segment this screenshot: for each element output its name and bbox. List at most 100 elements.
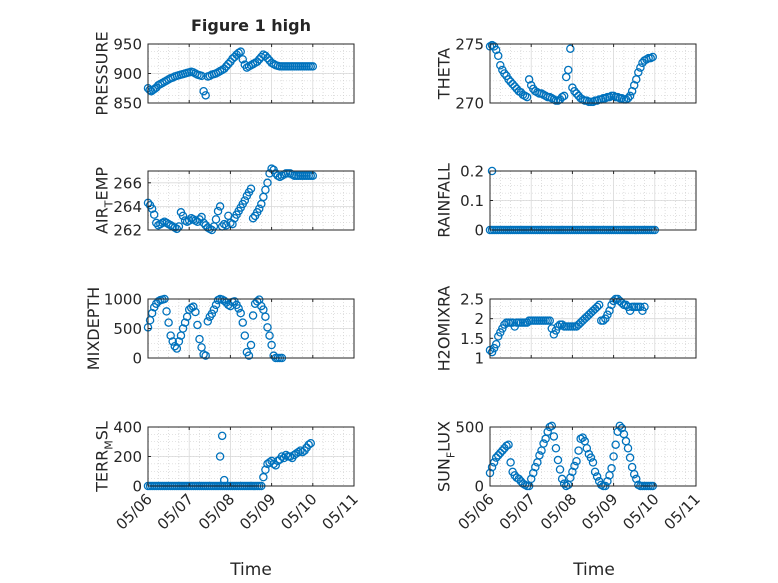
data-point bbox=[211, 300, 221, 310]
data-point bbox=[625, 91, 635, 101]
y-tick-label: 1.5 bbox=[460, 330, 484, 348]
y-tick-label: 275 bbox=[455, 36, 484, 54]
data-point bbox=[263, 323, 272, 332]
data-point bbox=[261, 312, 270, 321]
data-point bbox=[180, 318, 190, 327]
data-point bbox=[599, 316, 608, 325]
y-tick-label: 262 bbox=[113, 222, 142, 240]
y-tick-label: 1000 bbox=[104, 291, 142, 309]
data-point bbox=[193, 320, 202, 330]
y-axis-label: RAINFALL bbox=[435, 163, 454, 238]
data-point bbox=[199, 86, 208, 96]
x-axis-label-right: Time bbox=[572, 560, 615, 580]
data-point bbox=[555, 465, 565, 474]
data-point bbox=[566, 473, 575, 482]
figure-title: Figure 1 high bbox=[191, 16, 311, 35]
data-point bbox=[547, 421, 557, 431]
data-point bbox=[197, 212, 206, 222]
data-point bbox=[189, 302, 198, 311]
data-point bbox=[627, 462, 637, 472]
y-axis-label: PRESSURE bbox=[93, 31, 112, 115]
data-point bbox=[211, 215, 221, 224]
data-point bbox=[224, 59, 233, 69]
data-point bbox=[226, 301, 235, 311]
data-point bbox=[306, 438, 315, 448]
data-point bbox=[504, 440, 513, 449]
y-axis-label: AIRTEMP bbox=[93, 167, 116, 234]
data-point bbox=[632, 474, 641, 484]
data-point bbox=[201, 351, 210, 360]
y-tick-label: 500 bbox=[113, 320, 142, 338]
data-point bbox=[178, 211, 188, 221]
data-point bbox=[203, 317, 212, 326]
data-point bbox=[195, 334, 204, 344]
data-point bbox=[149, 210, 159, 219]
data-point bbox=[164, 318, 173, 327]
data-point bbox=[539, 439, 548, 448]
data-point bbox=[493, 451, 503, 460]
data-point bbox=[615, 421, 625, 431]
data-point bbox=[553, 322, 563, 331]
axes-box bbox=[147, 170, 355, 231]
data-point bbox=[522, 92, 532, 102]
y-axis-label: THETA bbox=[435, 48, 454, 100]
data-point bbox=[568, 467, 577, 477]
data-point bbox=[178, 324, 188, 333]
rainfall-panel: 0 0.1 0.2 RAINFALL bbox=[435, 163, 697, 240]
data-point bbox=[623, 443, 633, 453]
data-point bbox=[246, 184, 256, 193]
data-point bbox=[219, 64, 229, 74]
data-point bbox=[493, 51, 503, 61]
data-point bbox=[215, 452, 225, 461]
y-tick-label: 850 bbox=[113, 95, 142, 113]
data-point bbox=[162, 307, 171, 316]
axes-box bbox=[489, 43, 697, 104]
data-point bbox=[197, 343, 206, 352]
data-point bbox=[508, 79, 517, 89]
data-point bbox=[514, 474, 524, 484]
x-tick-label: 05/09 bbox=[578, 490, 621, 533]
y-tick-label: 0 bbox=[132, 478, 142, 496]
data-point bbox=[535, 451, 544, 460]
x-tick-label: 05/08 bbox=[537, 490, 580, 533]
data-point bbox=[147, 204, 157, 214]
sun-flux-panel: 0 500SUNFLUX05/0605/0705/0805/0905/1005/1… bbox=[435, 419, 704, 534]
data-point bbox=[259, 192, 268, 202]
x-tick-label: 05/11 bbox=[661, 490, 704, 533]
x-tick-label: 05/10 bbox=[277, 490, 320, 533]
data-point bbox=[572, 89, 581, 98]
data-point bbox=[625, 453, 635, 462]
data-point bbox=[267, 340, 276, 350]
data-point bbox=[611, 440, 620, 449]
data-point bbox=[213, 206, 223, 216]
y-tick-label: 0.1 bbox=[460, 192, 484, 210]
x-tick-label: 05/10 bbox=[619, 490, 662, 533]
x-tick-label: 05/09 bbox=[236, 490, 279, 533]
axes-box bbox=[489, 426, 697, 487]
data-point bbox=[207, 309, 217, 318]
data-point bbox=[234, 304, 243, 313]
data-point bbox=[531, 462, 540, 472]
data-point bbox=[491, 45, 501, 55]
axes-box bbox=[489, 298, 697, 359]
data-point bbox=[151, 218, 161, 228]
data-point bbox=[609, 452, 618, 461]
data-point bbox=[257, 52, 266, 62]
data-point bbox=[265, 331, 274, 340]
y-axis-label: MIXDEPTH bbox=[84, 287, 103, 370]
data-point bbox=[496, 448, 505, 458]
y-tick-label: 0 bbox=[474, 222, 484, 240]
data-point bbox=[500, 69, 509, 78]
y-tick-label: 264 bbox=[113, 198, 142, 216]
data-point bbox=[607, 464, 616, 473]
y-tick-label: 500 bbox=[455, 419, 484, 437]
data-point bbox=[184, 216, 194, 225]
data-point bbox=[570, 86, 579, 96]
data-point bbox=[240, 196, 250, 205]
data-point bbox=[219, 475, 229, 485]
data-point bbox=[545, 316, 554, 325]
data-point bbox=[574, 446, 583, 455]
